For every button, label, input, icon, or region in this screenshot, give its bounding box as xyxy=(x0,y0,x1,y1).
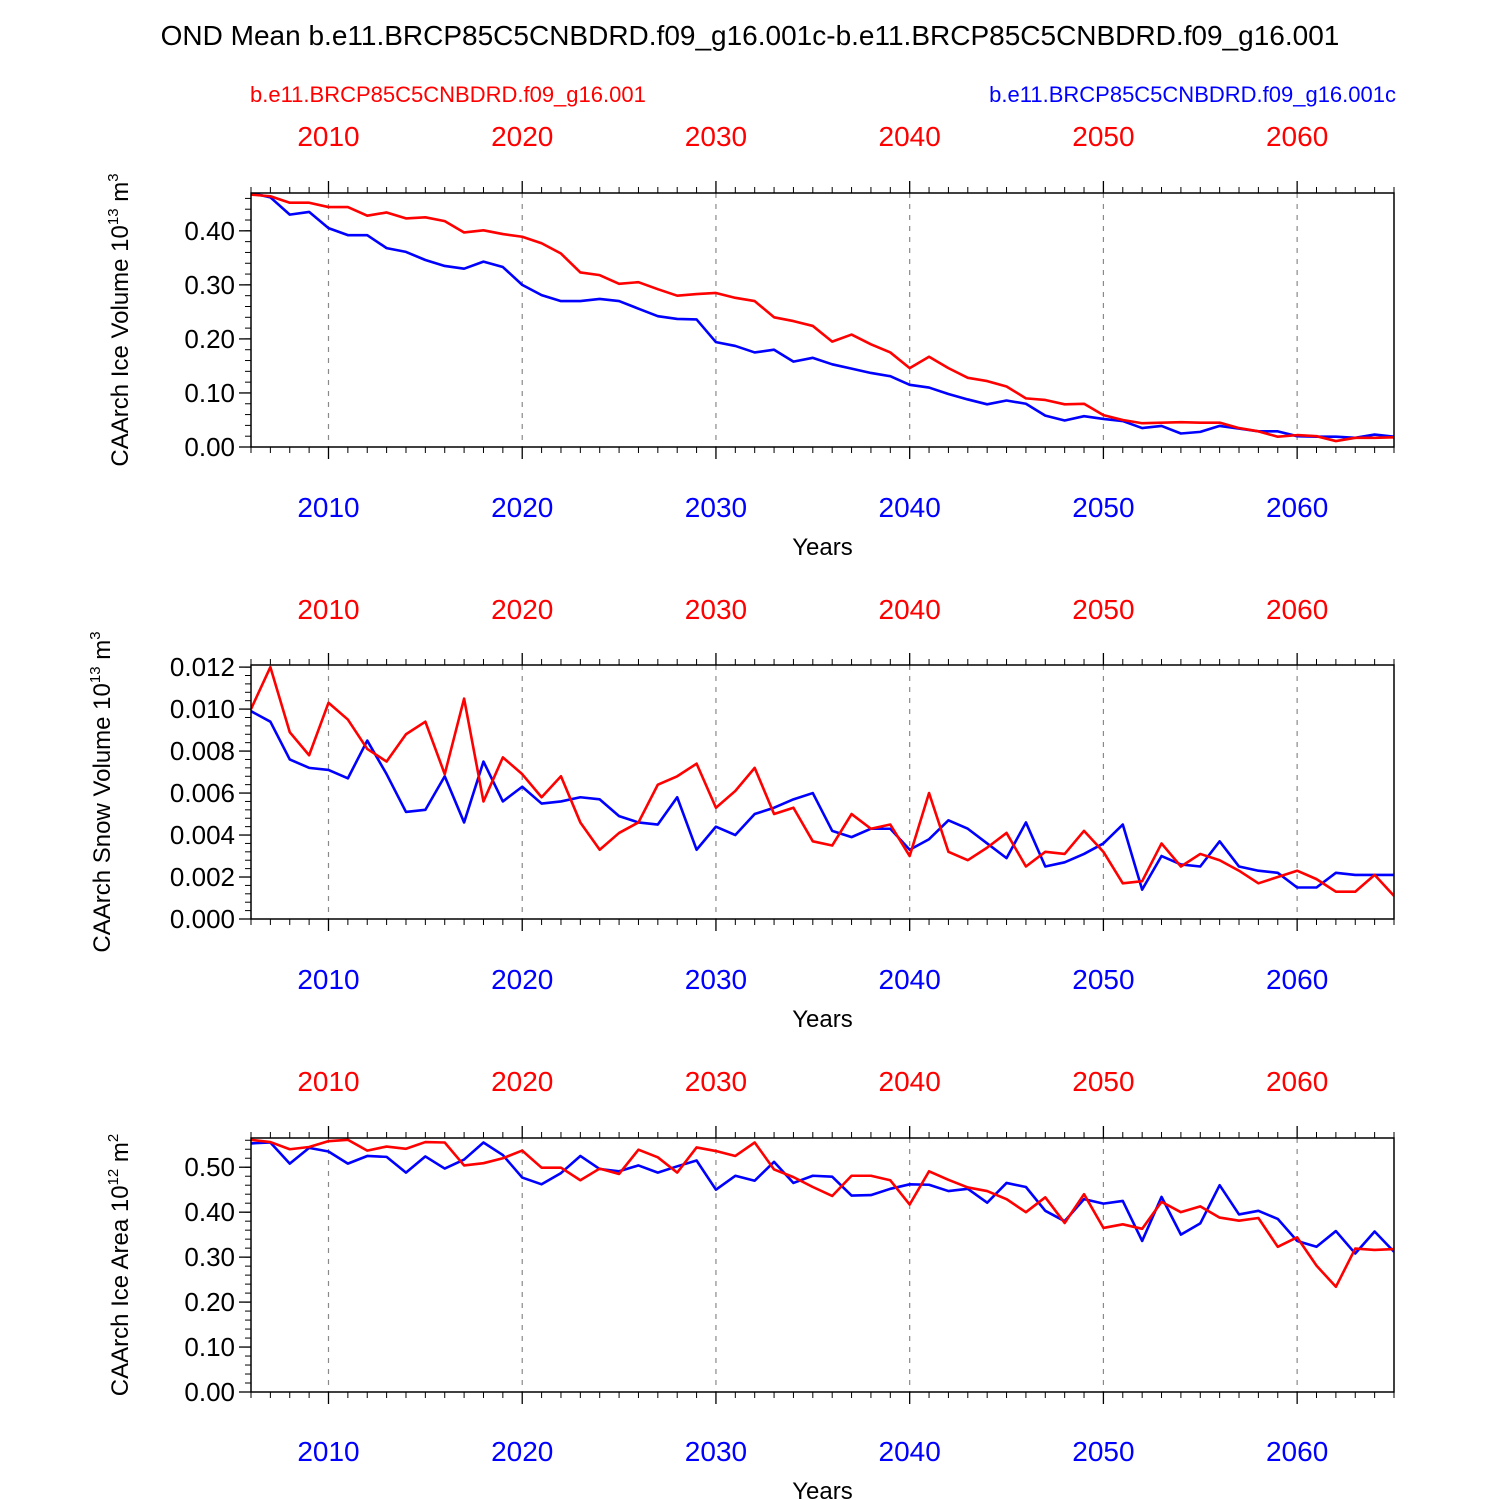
y-tick-label: 0.000 xyxy=(170,904,235,934)
x-tick-label-top: 2020 xyxy=(491,594,553,625)
x-axis-title: Years xyxy=(792,1006,853,1033)
x-tick-label-top: 2060 xyxy=(1266,1066,1328,1097)
y-tick-label: 0.30 xyxy=(184,270,235,300)
y-tick-label: 0.30 xyxy=(184,1242,235,1272)
x-tick-label-top: 2030 xyxy=(685,121,747,152)
x-tick-label-top: 2060 xyxy=(1266,594,1328,625)
y-tick-label: 0.20 xyxy=(184,324,235,354)
y-axis-title-unit: m xyxy=(107,182,134,209)
x-tick-label-top: 2030 xyxy=(685,594,747,625)
y-tick-label: 0.40 xyxy=(184,216,235,246)
x-tick-label-top: 2020 xyxy=(491,1066,553,1097)
series-line-blue xyxy=(251,1141,1394,1255)
chart-panel: 0.000 0.002 0.004 0.006 0.008 0.010 0.012 2010 2… xyxy=(87,594,1395,1033)
x-tick-label-bottom: 2060 xyxy=(1266,492,1328,523)
legend-label-blue-series: b.e11.BRCP85C5CNBDRD.f09_g16.001c xyxy=(989,82,1396,107)
y-axis-title-unit: m xyxy=(107,1142,134,1169)
x-tick-label-top: 2010 xyxy=(297,1066,359,1097)
chart-title: OND Mean b.e11.BRCP85C5CNBDRD.f09_g16.00… xyxy=(161,20,1340,51)
y-axis-title: CAArch Ice Volume 1013 m3 xyxy=(105,173,134,466)
x-tick-label-bottom: 2010 xyxy=(297,1436,359,1467)
plot-frame xyxy=(250,1137,1395,1393)
x-tick-label-top: 2060 xyxy=(1266,121,1328,152)
x-tick-label-bottom: 2040 xyxy=(879,492,941,523)
series-line-red xyxy=(251,665,1394,897)
y-axis-title: CAArch Ice Area 1012 m2 xyxy=(105,1134,134,1396)
x-tick-label-bottom: 2030 xyxy=(685,492,747,523)
x-tick-label-top: 2030 xyxy=(685,1066,747,1097)
series-line-blue xyxy=(251,193,1394,440)
x-axis-title: Years xyxy=(792,534,853,561)
x-tick-label-bottom: 2060 xyxy=(1266,1436,1328,1467)
series-line-blue xyxy=(251,710,1394,891)
x-tick-label-bottom: 2010 xyxy=(297,492,359,523)
y-tick-label: 0.00 xyxy=(184,1377,235,1407)
x-tick-label-bottom: 2020 xyxy=(491,964,553,995)
y-axis-title-main: CAArch Snow Volume 10 xyxy=(89,683,116,952)
y-tick-label: 0.40 xyxy=(184,1197,235,1227)
x-tick-label-bottom: 2030 xyxy=(685,1436,747,1467)
x-tick-label-bottom: 2030 xyxy=(685,964,747,995)
x-tick-label-top: 2010 xyxy=(297,121,359,152)
y-axis-title-unit-exponent: 2 xyxy=(105,1134,122,1142)
x-tick-label-top: 2040 xyxy=(879,1066,941,1097)
y-tick-label: 0.006 xyxy=(170,778,235,808)
x-tick-label-top: 2050 xyxy=(1072,594,1134,625)
y-tick-label: 0.10 xyxy=(184,1332,235,1362)
y-axis-title-unit-exponent: 3 xyxy=(105,173,122,181)
y-tick-label: 0.00 xyxy=(184,432,235,462)
x-tick-label-bottom: 2060 xyxy=(1266,964,1328,995)
x-tick-label-top: 2040 xyxy=(879,594,941,625)
chart-panels: 0.00 0.10 0.20 0.30 0.40 2010 2010 2020 2020 2030… xyxy=(87,121,1395,1500)
y-axis-title-main: CAArch Ice Volume 10 xyxy=(107,225,134,466)
y-tick-label: 0.012 xyxy=(170,652,235,682)
y-axis-title-exponent: 13 xyxy=(87,666,104,683)
y-axis-title-main: CAArch Ice Area 10 xyxy=(107,1185,134,1396)
x-tick-label-top: 2040 xyxy=(879,121,941,152)
legend-label-red-series: b.e11.BRCP85C5CNBDRD.f09_g16.001 xyxy=(250,82,646,107)
y-tick-label: 0.008 xyxy=(170,736,235,766)
x-tick-label-top: 2050 xyxy=(1072,1066,1134,1097)
y-tick-label: 0.10 xyxy=(184,378,235,408)
x-tick-label-bottom: 2010 xyxy=(297,964,359,995)
x-tick-label-top: 2010 xyxy=(297,594,359,625)
x-tick-label-bottom: 2020 xyxy=(491,492,553,523)
chart-panel: 0.00 0.10 0.20 0.30 0.40 2010 2010 2020 2020 2030… xyxy=(105,121,1395,561)
y-tick-label: 0.50 xyxy=(184,1152,235,1182)
x-tick-label-top: 2020 xyxy=(491,121,553,152)
x-tick-label-bottom: 2050 xyxy=(1072,964,1134,995)
x-tick-label-bottom: 2020 xyxy=(491,1436,553,1467)
series-line-red xyxy=(251,1138,1394,1289)
x-tick-label-bottom: 2050 xyxy=(1072,1436,1134,1467)
plot-frame xyxy=(250,192,1395,448)
chart-panel: 0.00 0.10 0.20 0.30 0.40 0.50 2010 2010 2020 2020… xyxy=(105,1066,1395,1500)
y-tick-label: 0.002 xyxy=(170,862,235,892)
y-tick-label: 0.010 xyxy=(170,694,235,724)
y-axis-title-unit: m xyxy=(89,640,116,667)
plot-frame xyxy=(250,664,1395,920)
y-tick-label: 0.20 xyxy=(184,1287,235,1317)
y-tick-label: 0.004 xyxy=(170,820,235,850)
y-axis-title-exponent: 12 xyxy=(105,1169,122,1186)
y-axis-title: CAArch Snow Volume 1013 m3 xyxy=(87,631,116,952)
x-tick-label-bottom: 2050 xyxy=(1072,492,1134,523)
series-line-red xyxy=(251,193,1394,443)
y-axis-title-exponent: 13 xyxy=(105,208,122,225)
x-tick-label-bottom: 2040 xyxy=(879,1436,941,1467)
x-tick-label-top: 2050 xyxy=(1072,121,1134,152)
x-axis-title: Years xyxy=(792,1478,853,1500)
y-axis-title-unit-exponent: 3 xyxy=(87,631,104,639)
x-tick-label-bottom: 2040 xyxy=(879,964,941,995)
